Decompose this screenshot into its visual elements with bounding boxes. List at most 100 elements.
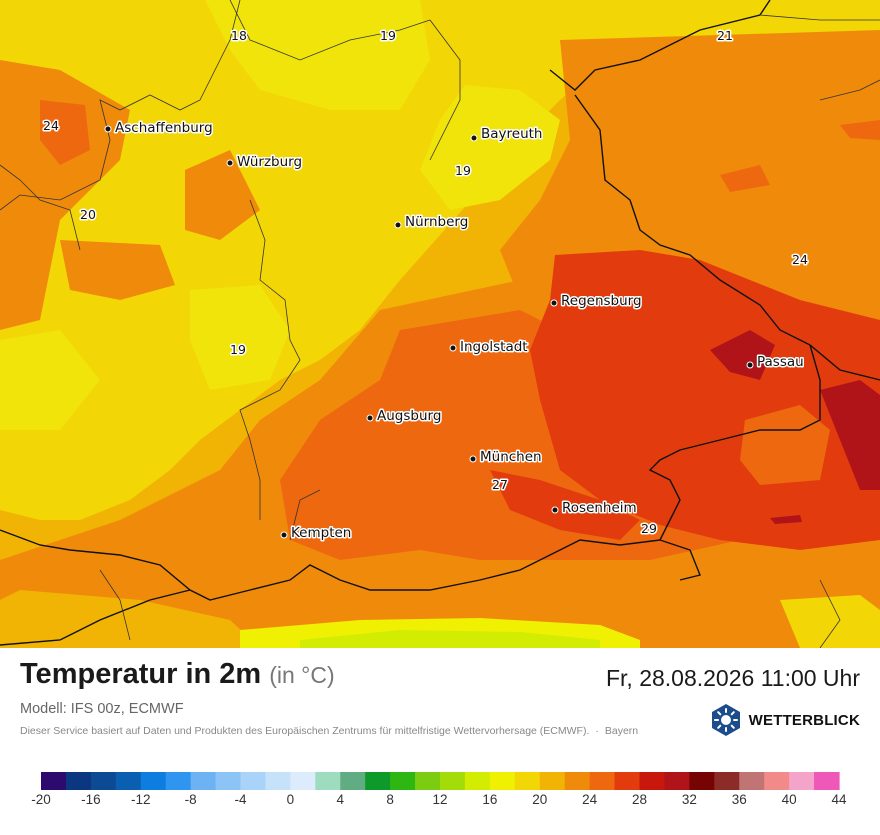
- field-alps-yellow-west: [0, 590, 260, 648]
- field-yellow: [0, 0, 880, 520]
- scale-tick-label: -20: [31, 792, 51, 807]
- scale-swatch: [664, 772, 690, 790]
- scale-swatch: [265, 772, 291, 790]
- scale-swatch: [789, 772, 815, 790]
- field-orange-east: [500, 30, 880, 300]
- city-label-passau: Passau: [757, 354, 804, 370]
- scale-swatch: [365, 772, 391, 790]
- city-dot: [449, 344, 457, 352]
- scale-swatch: [290, 772, 316, 790]
- field-orange-west2: [60, 240, 175, 300]
- city-dot: [280, 531, 288, 539]
- scale-swatch: [215, 772, 242, 790]
- scale-swatch: [240, 772, 267, 790]
- isotherm-label: 19: [230, 342, 246, 357]
- city-augsburg[interactable]: Augsburg: [366, 407, 443, 426]
- scale-swatch: [140, 772, 167, 790]
- city-aschaffenburg[interactable]: Aschaffenburg: [104, 119, 214, 138]
- sun-icon: [711, 704, 740, 736]
- map-title: Temperatur in 2m (in °C): [20, 658, 335, 691]
- field-darkorange-east1: [720, 165, 770, 192]
- city-kempten[interactable]: Kempten: [280, 524, 353, 543]
- scale-tick-label: 44: [831, 792, 847, 807]
- city-muenchen[interactable]: München: [469, 448, 543, 467]
- disclaimer-text: Dieser Service basiert auf Daten und Pro…: [20, 725, 590, 737]
- city-regensburg[interactable]: Regensburg: [550, 292, 643, 311]
- isotherm-label: 27: [492, 477, 508, 492]
- city-ingolstadt[interactable]: Ingolstadt: [449, 338, 529, 357]
- scale-swatch: [190, 772, 217, 790]
- scale-tick-label: 12: [432, 792, 447, 807]
- scale-swatch: [739, 772, 765, 790]
- city-dot: [551, 506, 559, 514]
- scale-swatch: [115, 772, 142, 790]
- city-label-kempten: Kempten: [291, 525, 351, 541]
- scale-swatch: [714, 772, 740, 790]
- field-orange-inner-east: [740, 405, 830, 485]
- scale-swatch: [564, 772, 591, 790]
- scale-swatch: [165, 772, 192, 790]
- scale-swatch: [65, 772, 92, 790]
- regional-borders: [0, 0, 880, 648]
- field-light-yellow-left: [0, 330, 100, 430]
- field-orange-west: [0, 60, 130, 330]
- region-name: Bayern: [604, 725, 639, 737]
- city-label-bayreuth: Bayreuth: [481, 126, 543, 142]
- scale-swatch: [639, 772, 666, 790]
- city-dot: [366, 414, 374, 422]
- field-darkred-east: [820, 380, 880, 490]
- city-dot: [226, 159, 234, 167]
- city-label-wuerzburg: Würzburg: [237, 154, 302, 170]
- city-dot: [746, 361, 754, 369]
- scale-swatch: [489, 772, 516, 790]
- scale-tick-label: 16: [482, 792, 497, 807]
- scale-tick-label: -12: [131, 792, 151, 807]
- scale-swatch: [589, 772, 616, 790]
- city-rosenheim[interactable]: Rosenheim: [551, 499, 638, 518]
- map-info-panel: Temperatur in 2m (in °C) Fr, 28.08.2026 1…: [0, 648, 880, 830]
- isotherm-label: 19: [455, 163, 471, 178]
- field-alps-lime: [300, 630, 600, 648]
- scale-tick-label: 36: [732, 792, 747, 807]
- city-label-augsburg: Augsburg: [377, 408, 441, 424]
- scale-tick-label: 20: [532, 792, 547, 807]
- model-info: Modell: IFS 00z, ECMWF: [20, 701, 184, 717]
- city-dot: [470, 134, 478, 142]
- field-orange-wuerzburg: [185, 150, 260, 240]
- city-label-rosenheim: Rosenheim: [562, 500, 637, 516]
- field-alps-yellow-east: [780, 595, 880, 648]
- brand-logo[interactable]: WETTERBLICK: [709, 703, 860, 737]
- field-darkred-passau: [710, 330, 775, 380]
- field-light-yellow-north: [205, 0, 430, 110]
- field-light-yellow-west: [190, 285, 290, 390]
- isotherm-label: 18: [231, 28, 247, 43]
- field-red-rosenheim: [490, 470, 640, 540]
- city-wuerzburg[interactable]: Würzburg: [226, 153, 304, 172]
- scale-swatch: [539, 772, 566, 790]
- isotherm-label: 19: [380, 28, 396, 43]
- scale-tick-label: 40: [782, 792, 797, 807]
- isotherm-label: 24: [792, 252, 808, 267]
- scale-swatch: [315, 772, 341, 790]
- scale-swatch: [764, 772, 790, 790]
- scale-tick-label: 4: [336, 792, 344, 807]
- city-nuernberg[interactable]: Nürnberg: [394, 213, 470, 232]
- city-dot: [394, 221, 402, 229]
- city-markers: Aschaffenburg Würzburg Bayreuth Nürnberg…: [104, 119, 805, 543]
- city-label-aschaffenburg: Aschaffenburg: [115, 120, 213, 136]
- color-scale-svg: -20 -16 -12 -8 -4 0 4 8 12 16 20 24 28 32 36 40 44: [31, 772, 847, 807]
- scale-tick-label: -8: [185, 792, 197, 807]
- scale-swatch: [41, 772, 67, 790]
- isotherm-label: 20: [80, 207, 96, 222]
- scale-swatch: [390, 772, 416, 790]
- city-passau[interactable]: Passau: [746, 353, 805, 372]
- city-bayreuth[interactable]: Bayreuth: [470, 125, 544, 144]
- isotherm-labels: 18 19 21 24 20 19 24 19 27 29: [42, 27, 810, 538]
- temperature-map: Aschaffenburg Würzburg Bayreuth Nürnberg…: [0, 0, 880, 648]
- isotherm-label: 24: [43, 118, 59, 133]
- map-title-unit: (in °C): [269, 662, 335, 688]
- scale-swatch: [514, 772, 541, 790]
- city-label-nuernberg: Nürnberg: [405, 214, 468, 230]
- scale-tick-label: -16: [81, 792, 101, 807]
- map-title-text: Temperatur in 2m: [20, 658, 262, 690]
